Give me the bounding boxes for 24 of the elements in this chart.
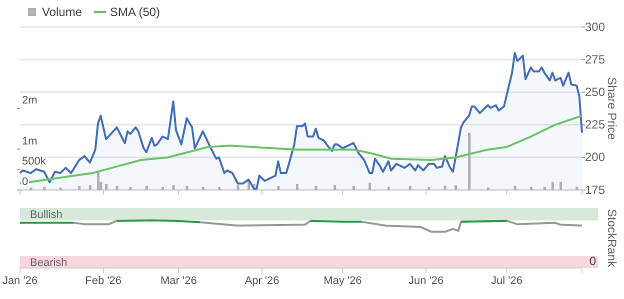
text: 0: [589, 254, 596, 268]
y-axis-title: Share Price: [605, 77, 619, 140]
y-axis-title: StockRank: [605, 208, 619, 268]
y-tick-label: 225: [585, 118, 606, 132]
y-tick-label: 275: [585, 52, 606, 66]
y2-tick-label: 2m: [22, 94, 38, 107]
legend-label: Volume: [42, 5, 82, 19]
x-tick-label: Feb '26: [85, 274, 122, 287]
y-tick-label: 300: [585, 20, 606, 34]
x-tick-label: Jan '26: [2, 274, 38, 287]
x-tick-label: Jun '26: [408, 274, 444, 287]
band-label: Bearish: [30, 257, 68, 270]
y-tick-label: 200: [585, 150, 606, 164]
line-series: [19, 114, 583, 184]
x-tick-label: Mar '26: [160, 274, 197, 287]
x-tick-label: Jul '26: [490, 274, 522, 287]
band-label: Bullish: [30, 209, 62, 222]
legend-label: SMA (50): [110, 5, 160, 19]
y2-tick-label: 1m: [22, 135, 38, 148]
y-tick-label: 175: [585, 182, 606, 197]
x-tick-label: May '26: [324, 274, 362, 287]
y2-tick-label: 500k: [22, 156, 46, 168]
x-tick-label: Apr '26: [244, 274, 280, 287]
y-tick-label: 250: [585, 85, 606, 100]
